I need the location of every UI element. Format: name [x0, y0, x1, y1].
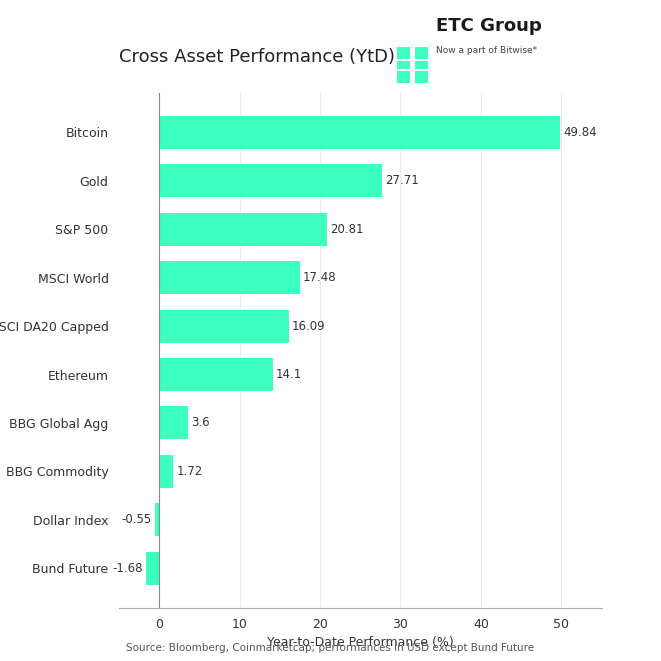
Text: -0.55: -0.55 — [122, 514, 151, 526]
Bar — [155, 503, 159, 536]
FancyBboxPatch shape — [414, 61, 428, 69]
Bar — [159, 116, 560, 149]
X-axis label: Year-to-Date Performance (%): Year-to-Date Performance (%) — [267, 637, 453, 649]
Bar — [159, 455, 173, 488]
FancyBboxPatch shape — [414, 71, 428, 83]
Text: -1.68: -1.68 — [112, 562, 143, 574]
Bar — [145, 552, 159, 585]
FancyBboxPatch shape — [397, 61, 410, 69]
Text: Cross Asset Performance (YtD): Cross Asset Performance (YtD) — [119, 48, 395, 66]
Text: ETC Group: ETC Group — [436, 17, 541, 35]
FancyBboxPatch shape — [397, 47, 410, 59]
Text: 16.09: 16.09 — [292, 320, 325, 332]
Text: 27.71: 27.71 — [385, 175, 419, 187]
Text: 1.72: 1.72 — [176, 465, 202, 478]
Text: Now a part of Bitwise*: Now a part of Bitwise* — [436, 46, 537, 55]
Bar — [159, 213, 327, 246]
Bar — [159, 309, 289, 342]
Bar — [159, 358, 272, 391]
Text: Source: Bloomberg, Coinmarketcap; performances in USD except Bund Future: Source: Bloomberg, Coinmarketcap; perfor… — [126, 643, 535, 653]
FancyBboxPatch shape — [414, 47, 428, 59]
Text: 20.81: 20.81 — [330, 223, 364, 236]
Text: 17.48: 17.48 — [303, 271, 336, 284]
Text: 14.1: 14.1 — [276, 368, 302, 381]
Bar — [159, 261, 300, 294]
Bar — [159, 165, 382, 198]
Text: 49.84: 49.84 — [563, 126, 597, 139]
Bar — [159, 407, 188, 440]
Text: 3.6: 3.6 — [192, 416, 210, 430]
FancyBboxPatch shape — [397, 71, 410, 83]
